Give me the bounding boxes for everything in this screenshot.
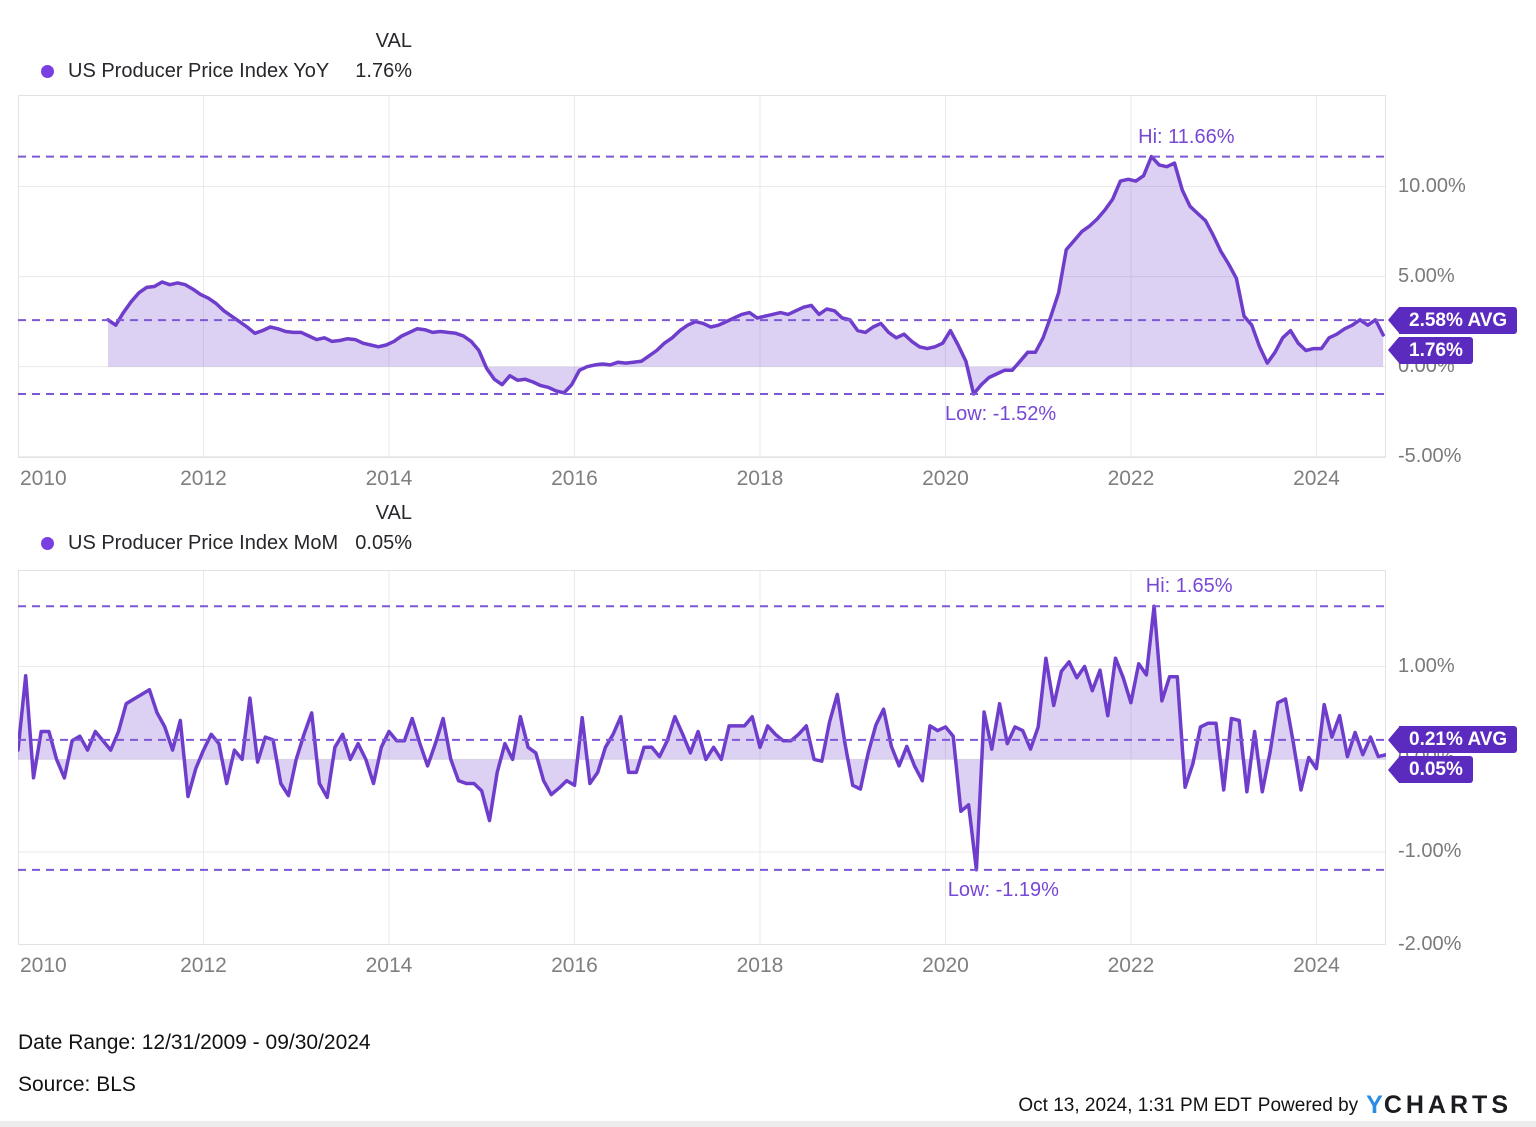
y-tick-label: 10.00% [1398, 174, 1466, 197]
x-tick-label: 2010 [20, 954, 67, 977]
last-value-badge-text: 1.76% [1399, 336, 1473, 364]
val-value-mom: 0.05% [355, 532, 412, 554]
x-tick-label: 2016 [551, 467, 598, 490]
low-label: Low: -1.52% [944, 403, 1057, 426]
source-text: Source: BLS [18, 1073, 136, 1096]
badge-arrow-icon [1388, 337, 1399, 364]
avg-badge-text: 0.21% AVG [1399, 726, 1518, 754]
legend-label-yoy: US Producer Price Index YoY [68, 60, 330, 82]
y-tick-label: 1.00% [1398, 654, 1455, 677]
x-tick-label: 2020 [922, 467, 969, 490]
ppi-yoy-area-fill [108, 156, 1384, 394]
legend-item-ppi-mom[interactable]: US Producer Price Index MoM [41, 532, 338, 555]
timestamp-brand-row: Oct 13, 2024, 1:31 PM EDT Powered by YCH… [1018, 1091, 1512, 1120]
badge-arrow-icon [1388, 726, 1399, 753]
ppi-mom-area-fill [18, 606, 1386, 870]
timestamp-text: Oct 13, 2024, 1:31 PM EDT [1018, 1094, 1252, 1116]
ycharts-logo-y: Y [1366, 1091, 1384, 1119]
avg-badge: 2.58% AVG [1388, 306, 1518, 334]
powered-by-text: Powered by [1257, 1094, 1359, 1116]
badge-arrow-icon [1388, 307, 1399, 334]
low-label: Low: -1.19% [947, 878, 1059, 901]
hi-label: Hi: 1.65% [1145, 575, 1233, 598]
x-tick-label: 2020 [922, 954, 969, 977]
badge-arrow-icon [1388, 756, 1399, 783]
x-tick-label: 2024 [1293, 467, 1340, 490]
y-tick-label: -2.00% [1398, 933, 1462, 955]
series-dot-icon [41, 65, 54, 78]
x-tick-label: 2018 [736, 467, 784, 490]
x-tick-label: 2010 [20, 467, 67, 490]
val-header-mom: VAL [375, 502, 412, 524]
val-value-yoy: 1.76% [355, 60, 412, 82]
x-tick-label: 2016 [551, 954, 598, 977]
x-tick-label: 2022 [1107, 467, 1155, 490]
series-dot-icon [41, 537, 54, 550]
date-range-text: Date Range: 12/31/2009 - 09/30/2024 [18, 1031, 371, 1054]
val-header-yoy: VAL [375, 30, 412, 52]
bottom-divider [0, 1121, 1536, 1127]
x-tick-label: 2024 [1293, 954, 1340, 977]
last-value-badge: 1.76% [1388, 336, 1473, 364]
ppi-yoy-plot-area[interactable] [18, 95, 1386, 458]
x-tick-label: 2012 [180, 467, 227, 490]
avg-badge: 0.21% AVG [1388, 726, 1518, 754]
y-tick-label: 5.00% [1398, 264, 1455, 287]
x-tick-label: 2014 [365, 467, 413, 490]
ppi-mom-plot-area[interactable] [18, 570, 1386, 945]
x-tick-label: 2022 [1107, 954, 1155, 977]
y-tick-label: -1.00% [1398, 840, 1462, 863]
ycharts-logo: YCHARTS [1366, 1091, 1512, 1120]
legend-item-ppi-yoy[interactable]: US Producer Price Index YoY [41, 60, 329, 83]
hi-label: Hi: 11.66% [1138, 125, 1235, 148]
legend-label-mom: US Producer Price Index MoM [68, 532, 339, 554]
x-tick-label: 2018 [736, 954, 784, 977]
last-value-badge-text: 0.05% [1399, 756, 1473, 784]
y-tick-label: -5.00% [1398, 444, 1462, 467]
x-tick-label: 2014 [365, 954, 413, 977]
avg-badge-text: 2.58% AVG [1399, 306, 1518, 334]
last-value-badge: 0.05% [1388, 756, 1473, 784]
ycharts-logo-charts: CHARTS [1383, 1091, 1512, 1119]
x-tick-label: 2012 [180, 954, 227, 977]
ppi-yoy-series-line [106, 154, 1385, 396]
ppi-mom-series-line [18, 604, 1386, 872]
